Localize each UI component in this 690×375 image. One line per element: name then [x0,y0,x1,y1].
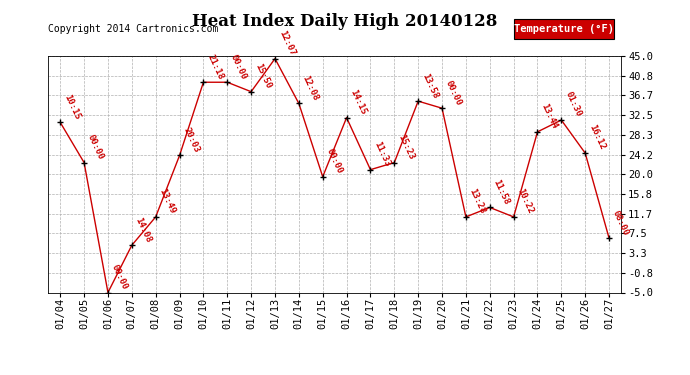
Text: 13:28: 13:28 [468,188,487,216]
Text: 12:07: 12:07 [277,29,297,57]
Text: 00:00: 00:00 [229,53,248,81]
Text: 10:15: 10:15 [62,93,81,121]
Text: 15:50: 15:50 [253,62,273,90]
Text: 13:49: 13:49 [157,188,177,216]
Text: 14:15: 14:15 [348,88,368,116]
Text: 15:23: 15:23 [396,133,416,161]
Text: Copyright 2014 Cartronics.com: Copyright 2014 Cartronics.com [48,24,219,34]
Text: 00:00: 00:00 [86,133,106,161]
Text: 21:18: 21:18 [206,53,225,81]
Text: 01:30: 01:30 [563,90,583,118]
Text: 20:03: 20:03 [181,126,201,154]
Text: 12:08: 12:08 [301,74,320,102]
Text: 00:00: 00:00 [110,263,130,291]
Text: Temperature (°F): Temperature (°F) [514,24,614,34]
Text: 08:00: 08:00 [611,209,631,237]
Text: 11:58: 11:58 [492,178,511,206]
Text: 10:22: 10:22 [515,188,535,216]
Text: 11:33: 11:33 [373,140,392,168]
Text: Heat Index Daily High 20140128: Heat Index Daily High 20140128 [193,13,497,30]
Text: 14:08: 14:08 [134,216,153,244]
Text: 13:44: 13:44 [540,102,559,130]
Text: 00:00: 00:00 [444,79,464,107]
Text: 00:00: 00:00 [324,147,344,176]
Text: 13:58: 13:58 [420,72,440,100]
Text: 16:12: 16:12 [587,123,607,152]
